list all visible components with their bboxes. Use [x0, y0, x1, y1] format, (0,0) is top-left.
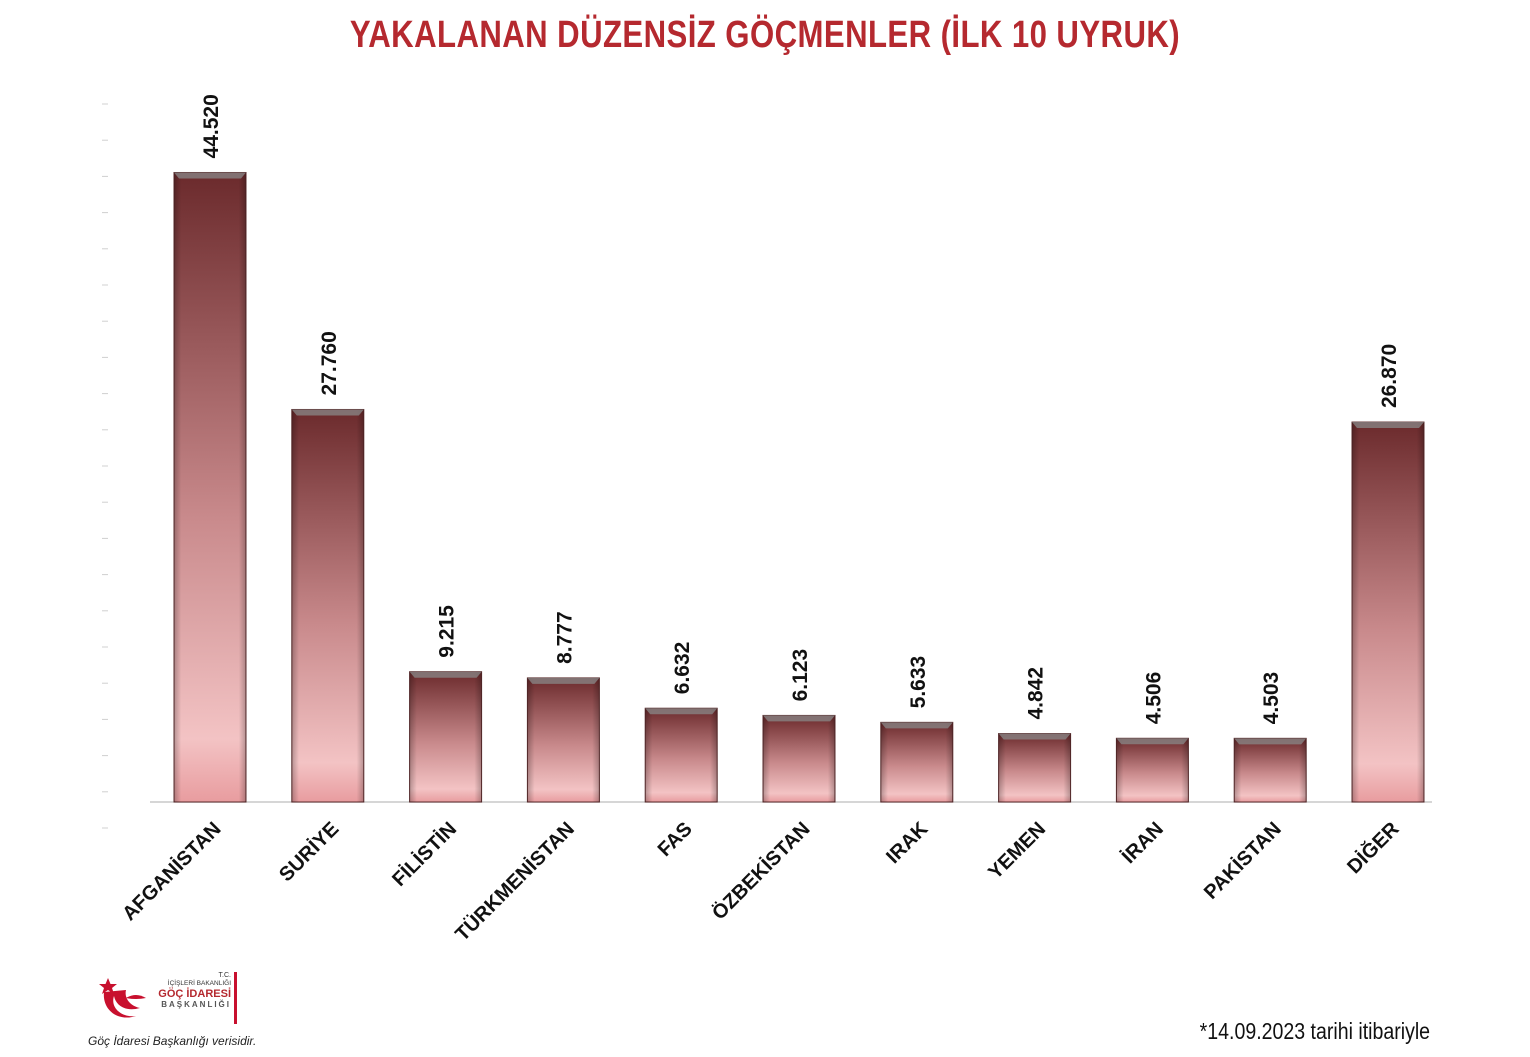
category-label: FİLİSTİN [388, 817, 462, 891]
bar-cap [1116, 738, 1189, 745]
bar-shade [291, 409, 364, 802]
bar-cap [998, 733, 1071, 740]
bar [998, 733, 1072, 803]
bar-shade [880, 722, 953, 802]
bar [1233, 737, 1307, 803]
value-label: 4.842 [1025, 667, 1048, 720]
bar [409, 671, 483, 803]
chart-title: YAKALANAN DÜZENSİZ GÖÇMENLER (İLK 10 UYR… [349, 14, 1181, 56]
bar-shade [1116, 738, 1189, 802]
bar-cap [645, 708, 718, 715]
bar-cap [527, 677, 600, 684]
bar-cap [1352, 422, 1424, 429]
value-label: 8.777 [553, 611, 576, 664]
bar [526, 677, 600, 803]
bar-shade [174, 172, 246, 803]
logo-ministry: İÇİŞLERİ BAKANLIĞI [167, 980, 231, 987]
category-label: PAKİSTAN [1199, 817, 1285, 903]
bars-group [173, 171, 1425, 803]
bar [880, 721, 954, 803]
value-label: 5.633 [907, 656, 930, 709]
bar [1115, 737, 1189, 803]
bar-shade [1352, 422, 1424, 802]
goc-idaresi-logo: T.C. İÇİŞLERİ BAKANLIĞI GÖÇ İDARESİ BAŞK… [96, 970, 246, 1030]
bar-shade [527, 677, 600, 802]
category-label: TÜRKMENİSTAN [451, 817, 579, 945]
source-note: Göç İdaresi Başkanlığı verisidir. [88, 1034, 257, 1048]
bar [762, 714, 836, 803]
bar-shade [1234, 738, 1307, 802]
value-labels-group: 44.520 27.760 9.215 8.777 6.632 6.123 5.633 4.8… [200, 94, 1401, 724]
bar [173, 171, 247, 803]
category-label: YEMEN [984, 818, 1050, 884]
bar-cap [174, 172, 246, 179]
bar-cap [880, 722, 953, 729]
category-label: IRAK [882, 818, 933, 869]
bar [644, 707, 718, 803]
bar-cap [409, 671, 482, 678]
value-label: 44.520 [200, 94, 223, 158]
date-note: *14.09.2023 tarihi itibariyle [1199, 1018, 1430, 1044]
bar-cap [291, 409, 364, 416]
bar-cap [1234, 738, 1307, 745]
crescent-star-icon [99, 978, 146, 1018]
logo-tc: T.C. [218, 972, 231, 979]
logo-text: T.C. İÇİŞLERİ BAKANLIĞI GÖÇ İDARESİ BAŞK… [156, 972, 231, 1010]
bar-shade [763, 715, 835, 802]
value-label: 27.760 [318, 331, 341, 395]
bar-shade [998, 733, 1071, 802]
bar-shade [645, 708, 718, 802]
value-label: 9.215 [436, 605, 459, 658]
y-axis-ticks [102, 103, 108, 829]
category-label: ÖZBEKİSTAN [707, 817, 814, 924]
category-label: İRAN [1117, 817, 1168, 868]
category-label: FAS [654, 818, 697, 861]
bar [1351, 421, 1425, 803]
value-label: 4.503 [1260, 672, 1283, 725]
bar-cap [763, 715, 835, 722]
bar [291, 408, 365, 803]
logo-name: GÖÇ İDARESİ [158, 988, 231, 1000]
value-label: 6.123 [789, 649, 812, 702]
value-label: 4.506 [1142, 672, 1165, 725]
bar-shade [409, 671, 482, 802]
category-label: DİĞER [1342, 816, 1404, 878]
category-label: AFGANİSTAN [118, 817, 226, 925]
category-label: SURİYE [274, 817, 343, 886]
value-label: 26.870 [1378, 344, 1401, 408]
logo-divider [234, 972, 237, 1024]
value-label: 6.632 [671, 642, 694, 695]
logo-presidency: BAŞKANLIĞI [161, 1000, 231, 1009]
